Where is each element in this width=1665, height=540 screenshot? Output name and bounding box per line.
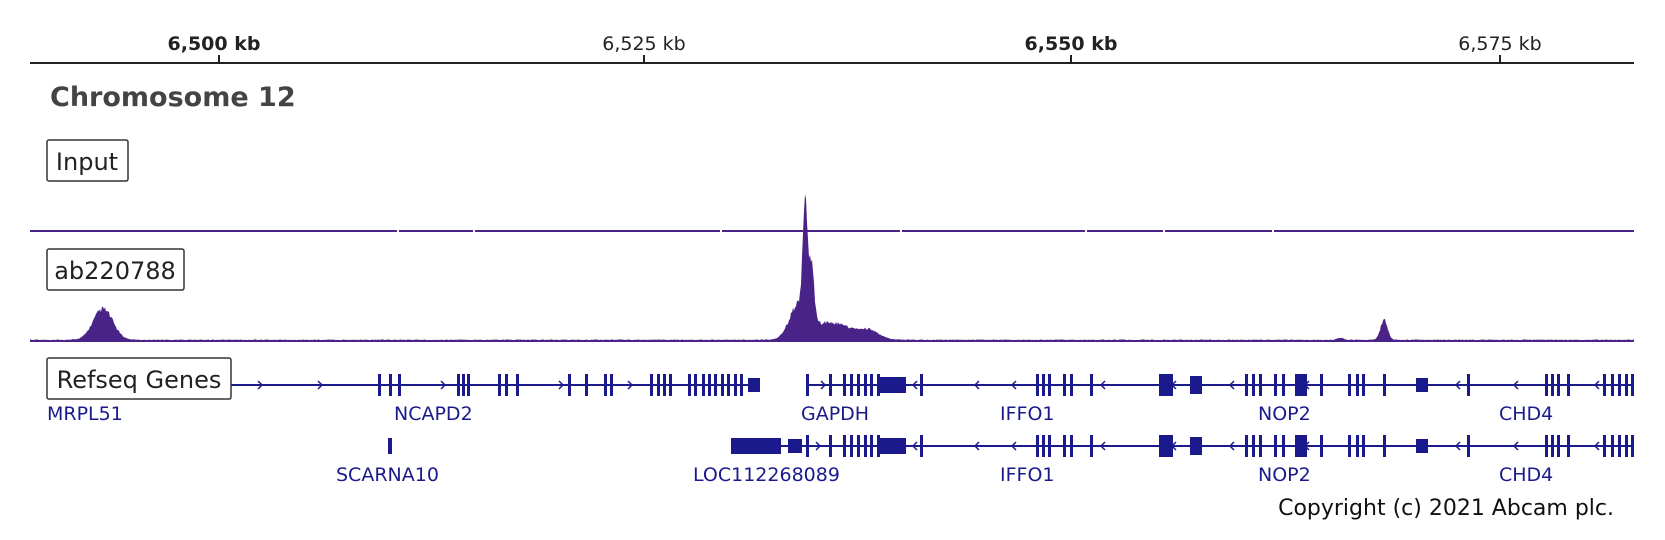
input-track-label-box — [46, 139, 129, 182]
refseq-genes-track: Refseq Genes MRPL51 NCAPD2 GAPDH IFFO1 N… — [46, 357, 1634, 486]
genes-track-label-box — [46, 357, 232, 400]
gene-label-chd4-1: CHD4 — [1499, 403, 1553, 425]
input-track-label: Input — [56, 148, 118, 176]
gene-label-ncapd2: NCAPD2 — [394, 403, 473, 425]
coordinate-ruler: 6,500 kb 6,525 kb 6,550 kb 6,575 kb — [30, 33, 1634, 64]
gene-label-nop2-1: NOP2 — [1258, 403, 1311, 425]
gene-label-mrpl51: MRPL51 — [47, 403, 123, 425]
gene-label-chd4-2: CHD4 — [1499, 464, 1553, 486]
gene-label-iffo1-1: IFFO1 — [1000, 403, 1055, 425]
gene-structures — [231, 374, 1634, 457]
gene-label-iffo1-2: IFFO1 — [1000, 464, 1055, 486]
chip-track-label: ab220788 — [54, 257, 176, 285]
gene-label-loc112268089: LOC112268089 — [693, 464, 840, 486]
ruler-label-6525: 6,525 kb — [602, 33, 686, 55]
copyright-text: Copyright (c) 2021 Abcam plc. — [1278, 496, 1614, 521]
input-track: Input — [30, 139, 1634, 232]
chip-track: ab220788 — [30, 194, 1634, 342]
ruler-label-6575: 6,575 kb — [1458, 33, 1542, 55]
gene-label-nop2-2: NOP2 — [1258, 464, 1311, 486]
ruler-label-6500: 6,500 kb — [168, 33, 261, 55]
ruler-label-6550: 6,550 kb — [1025, 33, 1118, 55]
chromosome-title: Chromosome 12 — [50, 82, 296, 113]
gene-label-scarna10: SCARNA10 — [336, 464, 439, 486]
chip-track-label-box — [46, 248, 185, 291]
chip-track-signal — [30, 194, 1634, 341]
gene-label-gapdh: GAPDH — [801, 403, 869, 425]
genes-track-label: Refseq Genes — [57, 366, 222, 394]
